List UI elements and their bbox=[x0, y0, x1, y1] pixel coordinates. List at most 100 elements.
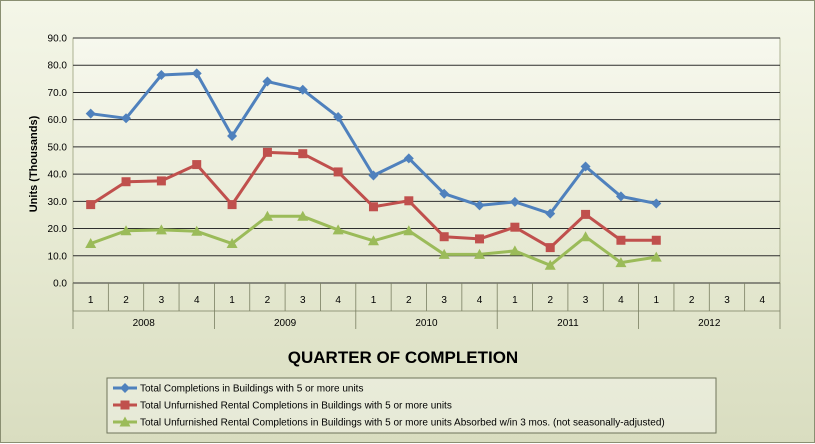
data-point bbox=[580, 161, 591, 172]
legend-item: Total Unfurnished Rental Completions in … bbox=[113, 400, 452, 412]
x-axis: 1 2 3 4 1 2 3 4 1 2 3 4 1 2 3 4 1 2 3 4 2008 2009 2010 2011 2012 bbox=[72, 283, 781, 329]
data-point bbox=[509, 245, 521, 256]
legend-label: Total Unfurnished Rental Completions in … bbox=[140, 401, 452, 412]
data-point bbox=[120, 225, 132, 236]
data-point bbox=[651, 235, 661, 245]
series-group bbox=[85, 68, 662, 270]
data-point bbox=[367, 235, 379, 246]
data-point bbox=[192, 160, 202, 170]
x-tick-label: 3 bbox=[159, 295, 165, 306]
year-label: 2009 bbox=[274, 318, 297, 329]
gridlines bbox=[73, 37, 780, 284]
data-point bbox=[155, 224, 167, 235]
data-point bbox=[368, 170, 379, 181]
x-tick-label: 1 bbox=[653, 295, 659, 306]
x-tick-label: 1 bbox=[88, 295, 94, 306]
legend: Total Completions in Buildings with 5 or… bbox=[106, 377, 717, 434]
legend-box bbox=[106, 377, 717, 434]
y-tick-label: 20.0 bbox=[48, 224, 68, 235]
data-point bbox=[615, 257, 627, 268]
data-point bbox=[333, 167, 343, 177]
x-tick-label: 3 bbox=[300, 295, 306, 306]
y-tick-label: 40.0 bbox=[48, 170, 68, 181]
data-point bbox=[121, 177, 131, 187]
x-tick-label: 4 bbox=[477, 295, 483, 306]
data-point bbox=[298, 149, 308, 159]
data-point bbox=[262, 76, 273, 87]
data-point bbox=[297, 210, 309, 221]
legend-item: Total Unfurnished Rental Completions in … bbox=[113, 416, 665, 429]
series-2 bbox=[86, 147, 661, 253]
data-point bbox=[580, 231, 592, 242]
data-point bbox=[227, 200, 237, 210]
data-point bbox=[403, 153, 414, 164]
data-point bbox=[86, 200, 96, 210]
data-point bbox=[439, 188, 450, 199]
data-point bbox=[368, 202, 378, 212]
data-point bbox=[120, 383, 130, 393]
data-point bbox=[85, 238, 97, 249]
x-tick-label: 2 bbox=[406, 295, 412, 306]
year-label: 2010 bbox=[415, 318, 438, 329]
x-tick-label: 2 bbox=[547, 295, 553, 306]
data-point bbox=[545, 208, 556, 219]
x-tick-label: 4 bbox=[760, 295, 766, 306]
data-point bbox=[261, 210, 273, 221]
data-point bbox=[404, 196, 414, 206]
data-point bbox=[121, 113, 132, 124]
x-tick-label: 4 bbox=[335, 295, 341, 306]
data-point bbox=[510, 222, 520, 232]
x-axis-title: QUARTER OF COMPLETION bbox=[288, 348, 518, 367]
legend-label: Total Completions in Buildings with 5 or… bbox=[140, 384, 363, 395]
year-label: 2011 bbox=[557, 318, 579, 329]
x-tick-label: 2 bbox=[265, 295, 271, 306]
data-point bbox=[119, 416, 131, 427]
x-tick-label: 1 bbox=[229, 295, 235, 306]
data-point bbox=[544, 259, 556, 270]
data-point bbox=[615, 191, 626, 202]
year-label: 2008 bbox=[133, 318, 156, 329]
x-tick-label: 4 bbox=[618, 295, 624, 306]
x-tick-label: 3 bbox=[441, 295, 447, 306]
legend-item: Total Completions in Buildings with 5 or… bbox=[113, 383, 363, 395]
x-tick-label: 3 bbox=[583, 295, 589, 306]
data-point bbox=[85, 108, 96, 119]
data-point bbox=[226, 238, 238, 249]
data-point bbox=[156, 176, 166, 186]
x-tick-label: 1 bbox=[371, 295, 377, 306]
year-label: 2012 bbox=[698, 318, 721, 329]
x-tick-label: 2 bbox=[689, 295, 695, 306]
y-axis: 0.0 10.0 20.0 30.0 40.0 50.0 60.0 70.0 80.0 90.0 bbox=[48, 34, 68, 290]
y-tick-label: 0.0 bbox=[53, 279, 67, 290]
data-point bbox=[191, 225, 203, 236]
data-point bbox=[227, 131, 238, 141]
data-point bbox=[581, 209, 591, 219]
x-tick-label: 2 bbox=[123, 295, 129, 306]
data-point bbox=[403, 225, 415, 236]
x-tick-label: 3 bbox=[724, 295, 730, 306]
data-point bbox=[474, 200, 485, 211]
y-axis-label: Units (Thousands) bbox=[28, 115, 40, 212]
data-point bbox=[651, 198, 662, 209]
data-point bbox=[509, 196, 520, 207]
data-point bbox=[333, 111, 344, 122]
data-point bbox=[439, 232, 449, 242]
y-tick-label: 90.0 bbox=[48, 34, 68, 45]
y-tick-label: 10.0 bbox=[48, 251, 68, 262]
y-tick-label: 60.0 bbox=[48, 115, 68, 126]
x-tick-label: 1 bbox=[512, 295, 518, 306]
series-1 bbox=[85, 68, 662, 219]
legend-label: Total Unfurnished Rental Completions in … bbox=[140, 418, 665, 429]
y-tick-label: 30.0 bbox=[48, 197, 68, 208]
data-point bbox=[438, 248, 450, 259]
data-point bbox=[120, 400, 130, 410]
y-tick-label: 80.0 bbox=[48, 61, 68, 72]
data-point bbox=[650, 251, 662, 262]
series-3 bbox=[85, 210, 662, 270]
data-point bbox=[262, 147, 272, 157]
y-tick-label: 70.0 bbox=[48, 88, 68, 99]
data-point bbox=[297, 84, 308, 95]
data-point bbox=[332, 224, 344, 235]
data-point bbox=[616, 235, 626, 245]
